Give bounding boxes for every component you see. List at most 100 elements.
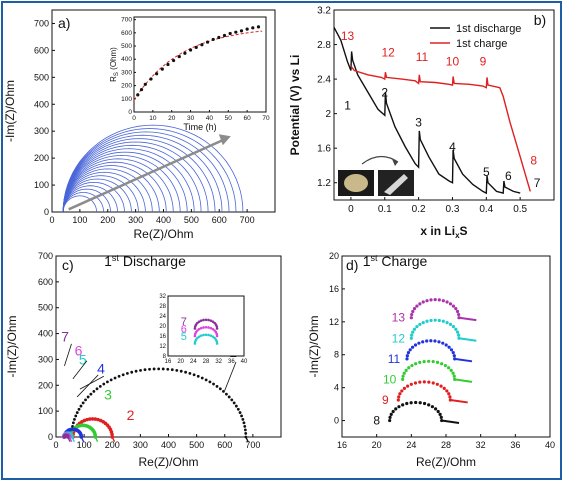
panel-c-point-series-1 — [126, 371, 129, 375]
panel-c-inset-ytick-label: 12 — [159, 344, 166, 350]
panel-c-inset-point — [215, 334, 219, 338]
panel-b-curved-arrow — [361, 155, 399, 165]
panel-c-inset-point — [209, 319, 213, 322]
panel-d-ytick-label: 16 — [329, 284, 339, 294]
panel-d-tail-9 — [450, 398, 468, 404]
panel-c-point-series-1 — [89, 392, 93, 396]
panel-d-series-label: 11 — [388, 352, 401, 366]
panel-d-point-series-13 — [429, 298, 433, 302]
panel-d-point-series-12 — [433, 318, 437, 322]
panel-a-inset-point — [234, 30, 238, 34]
panel-d-point-series-11 — [421, 340, 425, 344]
panel-d-point-series-11 — [449, 348, 454, 352]
panel-a-arrow — [68, 138, 226, 211]
panel-d-tail-8 — [441, 419, 460, 425]
panel-c-series-label: 5 — [79, 352, 87, 368]
panel-a-inset-ytick-label: 600 — [121, 30, 132, 37]
panel-a-inset-point — [200, 43, 204, 47]
panel-c-point-series-1 — [77, 407, 81, 411]
panel-a-inset-xtick-label: 60 — [244, 115, 252, 122]
panel-d-xtick-label: 36 — [510, 440, 520, 450]
figure-frame — [1, 1, 562, 480]
panel-c-point-series-1 — [204, 378, 208, 382]
panel-d-point-series-12 — [455, 330, 460, 334]
panel-c-inset-point — [197, 320, 201, 323]
panel-d-point-series-13 — [454, 307, 458, 311]
panel-d-point-series-10 — [451, 371, 455, 375]
panel-d-point-series-13 — [411, 309, 415, 314]
panel-a-semicircle — [62, 141, 209, 213]
panel-c-point-series-1 — [84, 398, 87, 402]
panel-b-point-label: 2 — [381, 85, 388, 99]
panel-b-xlabel: x in LixS — [420, 224, 467, 240]
panel-c-point-series-1 — [134, 369, 138, 373]
panel-d-point-series-10 — [410, 363, 414, 368]
panel-c-point-series-1 — [121, 373, 125, 377]
panel-a-inset-point — [155, 72, 159, 76]
panel-d-point-series-9 — [427, 380, 431, 384]
panel-d-point-series-12 — [454, 327, 458, 331]
panel-c-point-series-2 — [87, 417, 92, 421]
panel-c-point-series-1 — [170, 368, 174, 372]
panel-d-point-series-13 — [451, 304, 456, 308]
panel-b-ylabel: Potential (V) vs Li — [288, 55, 302, 156]
panel-d-series-label: 8 — [373, 414, 380, 428]
panel-c-xtick-label: 500 — [189, 440, 204, 450]
panel-d-point-series-11 — [417, 341, 421, 345]
panel-c-series-label: 4 — [97, 361, 105, 377]
panel-d-point-series-9 — [431, 381, 435, 385]
panel-b-label: b) — [534, 12, 546, 28]
panel-a-inset-point — [183, 51, 187, 55]
panel-c-inset-label: 5 — [181, 331, 187, 343]
panel-a-semicircle — [62, 178, 132, 213]
panel-b: 0 0.1 0.2 0.3 0.4 0.5 1.2 1.6 2 2.4 2.8 3.2 b) x in L… — [288, 5, 555, 240]
panel-c-point-series-1 — [208, 380, 212, 384]
panel-d-point-series-8 — [391, 409, 395, 414]
panel-d-point-series-9 — [398, 392, 402, 396]
panel-d-point-series-9 — [435, 382, 439, 386]
panel-d-point-series-8 — [414, 400, 418, 405]
panel-c-point-series-1 — [117, 374, 121, 378]
panel-b-point-label: 5 — [483, 165, 490, 179]
panel-a-xlabel: Re(Z)/Ohm — [134, 227, 194, 241]
panel-d-point-series-12 — [411, 330, 415, 334]
panel-a-ytick-label: 200 — [34, 153, 49, 163]
panel-d-series-label: 13 — [392, 311, 406, 325]
panel-a-semicircle — [62, 151, 188, 213]
panel-c-xtick-label: 0 — [53, 440, 58, 450]
panel-c-tail-6 — [68, 436, 73, 442]
panel-a-inset-xtick-label: 30 — [187, 115, 195, 122]
panel-d-point-series-8 — [389, 412, 393, 416]
panel-c-point-series-1 — [241, 417, 245, 421]
panel-c-arrow — [72, 360, 88, 380]
panel-c-inset-xtick-label: 28 — [203, 359, 210, 365]
panel-a-inset-point — [211, 37, 215, 42]
panel-a-semicircle — [62, 171, 146, 213]
panel-c-ytick-label: 600 — [38, 277, 53, 287]
panel-c-inset-point — [193, 342, 197, 345]
panel-d-point-series-11 — [413, 343, 418, 347]
panel-b-xtick-label: 0.1 — [378, 204, 392, 215]
panel-c-point-series-1 — [79, 404, 83, 408]
panel-d-point-series-13 — [433, 298, 437, 302]
panel-a-inset-point — [251, 26, 255, 30]
panel-d-xtick-label: 32 — [476, 440, 486, 450]
panel-b-point-label: 8 — [530, 154, 537, 168]
panel-c-arrow — [64, 343, 72, 367]
panel-d-point-series-8 — [409, 401, 413, 405]
panel-a-ylabel: -Im(Z)/Ohm — [3, 80, 17, 142]
panel-d-point-series-11 — [429, 339, 433, 343]
panel-a-inset-xtick-label: 70 — [262, 115, 270, 122]
panel-d-ytick-label: 4 — [334, 383, 339, 393]
panel-d-point-series-10 — [452, 374, 456, 378]
panel-a-semicircle — [62, 181, 125, 213]
panel-c-tail-1 — [245, 436, 249, 442]
panel-b-point-label: 3 — [415, 116, 422, 130]
panel-c-point-series-1 — [98, 384, 102, 388]
panel-d-point-series-10 — [401, 374, 405, 378]
panel-d-point-series-13 — [448, 302, 453, 306]
panel-d-point-series-12 — [415, 325, 419, 329]
panel-d-point-series-13 — [441, 299, 445, 303]
panel-a-semicircle — [62, 148, 195, 213]
panel-c-point-series-1 — [109, 378, 113, 382]
